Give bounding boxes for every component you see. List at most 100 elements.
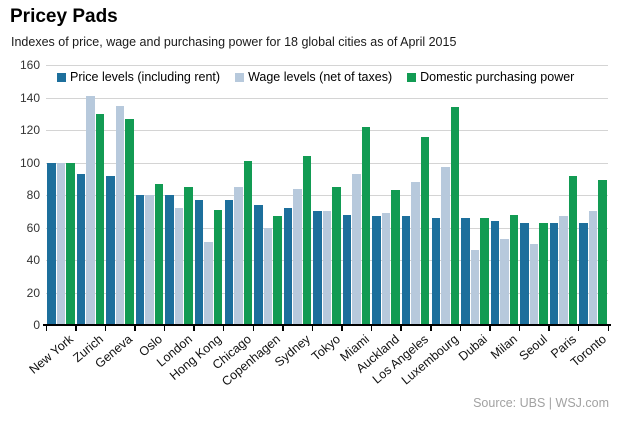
axis-tick bbox=[518, 326, 521, 331]
bar-purchasing-power bbox=[66, 162, 75, 325]
bar-purchasing-power bbox=[450, 107, 460, 325]
bar-group bbox=[105, 65, 135, 325]
bar-group bbox=[223, 65, 253, 325]
bar-price bbox=[549, 222, 559, 325]
axis-tick bbox=[548, 326, 550, 331]
y-axis-label: 100 bbox=[19, 155, 40, 170]
bar-wage bbox=[441, 167, 450, 325]
bar-group bbox=[371, 65, 401, 325]
bar-price bbox=[461, 217, 470, 325]
bar-purchasing-power bbox=[125, 118, 134, 325]
bar-purchasing-power bbox=[568, 175, 578, 325]
bar-purchasing-power bbox=[480, 217, 489, 325]
y-axis-label: 120 bbox=[19, 123, 40, 137]
legend-item: Price levels (including rent) bbox=[57, 70, 220, 84]
bar-price bbox=[431, 217, 441, 325]
axis-tick bbox=[489, 326, 491, 331]
bar-group bbox=[194, 65, 224, 325]
x-axis-line bbox=[43, 324, 611, 326]
bar-wage bbox=[145, 195, 154, 325]
bar-price bbox=[342, 214, 352, 325]
gridline bbox=[46, 97, 608, 99]
bar-price bbox=[194, 199, 204, 325]
bar-purchasing-power bbox=[243, 160, 252, 325]
axis-tick bbox=[193, 326, 195, 331]
page-subtitle: Indexes of price, wage and purchasing po… bbox=[11, 35, 457, 49]
axis-tick bbox=[400, 326, 402, 331]
axis-tick bbox=[134, 326, 136, 331]
bar-group bbox=[578, 65, 608, 325]
bar-wage bbox=[56, 162, 66, 325]
page-title: Pricey Pads bbox=[10, 6, 118, 27]
bar-wage bbox=[293, 188, 302, 325]
bar-price bbox=[579, 222, 588, 325]
axis-tick bbox=[45, 326, 47, 331]
bar-wage bbox=[559, 216, 568, 325]
bar-wage bbox=[500, 238, 509, 325]
bar-price bbox=[401, 216, 411, 325]
bar-group bbox=[76, 65, 106, 325]
bar-price bbox=[47, 162, 56, 325]
bar-purchasing-power bbox=[332, 186, 341, 325]
axis-tick bbox=[311, 326, 314, 331]
axis-tick bbox=[222, 326, 225, 331]
bar-purchasing-power bbox=[361, 126, 371, 325]
bar-group bbox=[253, 65, 283, 325]
source-text: Source: UBS | WSJ.com bbox=[473, 396, 609, 410]
y-axis-label: 40 bbox=[26, 253, 40, 267]
bar-purchasing-power bbox=[509, 214, 519, 325]
axis-tick bbox=[370, 326, 373, 331]
bar-group bbox=[312, 65, 342, 325]
bar-wage bbox=[352, 173, 361, 325]
y-axis-label: 60 bbox=[26, 220, 40, 235]
legend-label: Domestic purchasing power bbox=[420, 70, 575, 84]
bar-group bbox=[490, 65, 520, 325]
axis-tick bbox=[75, 326, 77, 331]
bar-price bbox=[283, 208, 293, 325]
bar-purchasing-power bbox=[154, 183, 164, 325]
bar-purchasing-power bbox=[184, 186, 193, 325]
bar-wage bbox=[381, 212, 391, 325]
legend-label: Wage levels (net of taxes) bbox=[248, 70, 393, 84]
bar-price bbox=[76, 173, 86, 325]
axis-tick bbox=[252, 326, 255, 331]
bar-wage bbox=[588, 211, 598, 325]
bar-price bbox=[520, 222, 529, 325]
axis-tick bbox=[607, 326, 609, 331]
bar-group bbox=[431, 65, 461, 325]
bar-wage bbox=[115, 105, 125, 325]
bar-wage bbox=[322, 211, 332, 325]
bar-wage bbox=[529, 243, 539, 325]
legend: Price levels (including rent) Wage levels… bbox=[57, 70, 574, 84]
bar-price bbox=[224, 199, 233, 325]
legend-swatch-icon bbox=[57, 72, 66, 82]
legend-item: Domestic purchasing power bbox=[407, 70, 574, 84]
bar-wage bbox=[204, 242, 213, 325]
bar-group bbox=[401, 65, 431, 325]
bar-group bbox=[135, 65, 165, 325]
bar-price bbox=[372, 216, 381, 325]
y-axis-label: 80 bbox=[26, 188, 40, 202]
gridline bbox=[46, 130, 608, 131]
axis-tick bbox=[577, 326, 580, 331]
axis-tick bbox=[459, 326, 462, 331]
bar-group bbox=[519, 65, 549, 325]
bar-price bbox=[106, 175, 115, 325]
axis-tick bbox=[430, 326, 432, 331]
axis-tick bbox=[163, 326, 166, 331]
bar-purchasing-power bbox=[420, 136, 430, 325]
bar-purchasing-power bbox=[391, 190, 400, 325]
bar-purchasing-power bbox=[302, 156, 312, 325]
bar-group bbox=[164, 65, 194, 325]
bar-group bbox=[342, 65, 372, 325]
gridline bbox=[46, 162, 608, 164]
bar-group bbox=[46, 65, 76, 325]
bar-wage bbox=[263, 227, 273, 325]
gridline bbox=[46, 195, 608, 196]
bar-price bbox=[490, 221, 500, 325]
y-axis-label: 140 bbox=[19, 90, 40, 105]
legend-swatch-icon bbox=[407, 72, 417, 82]
axis-tick bbox=[341, 326, 343, 331]
